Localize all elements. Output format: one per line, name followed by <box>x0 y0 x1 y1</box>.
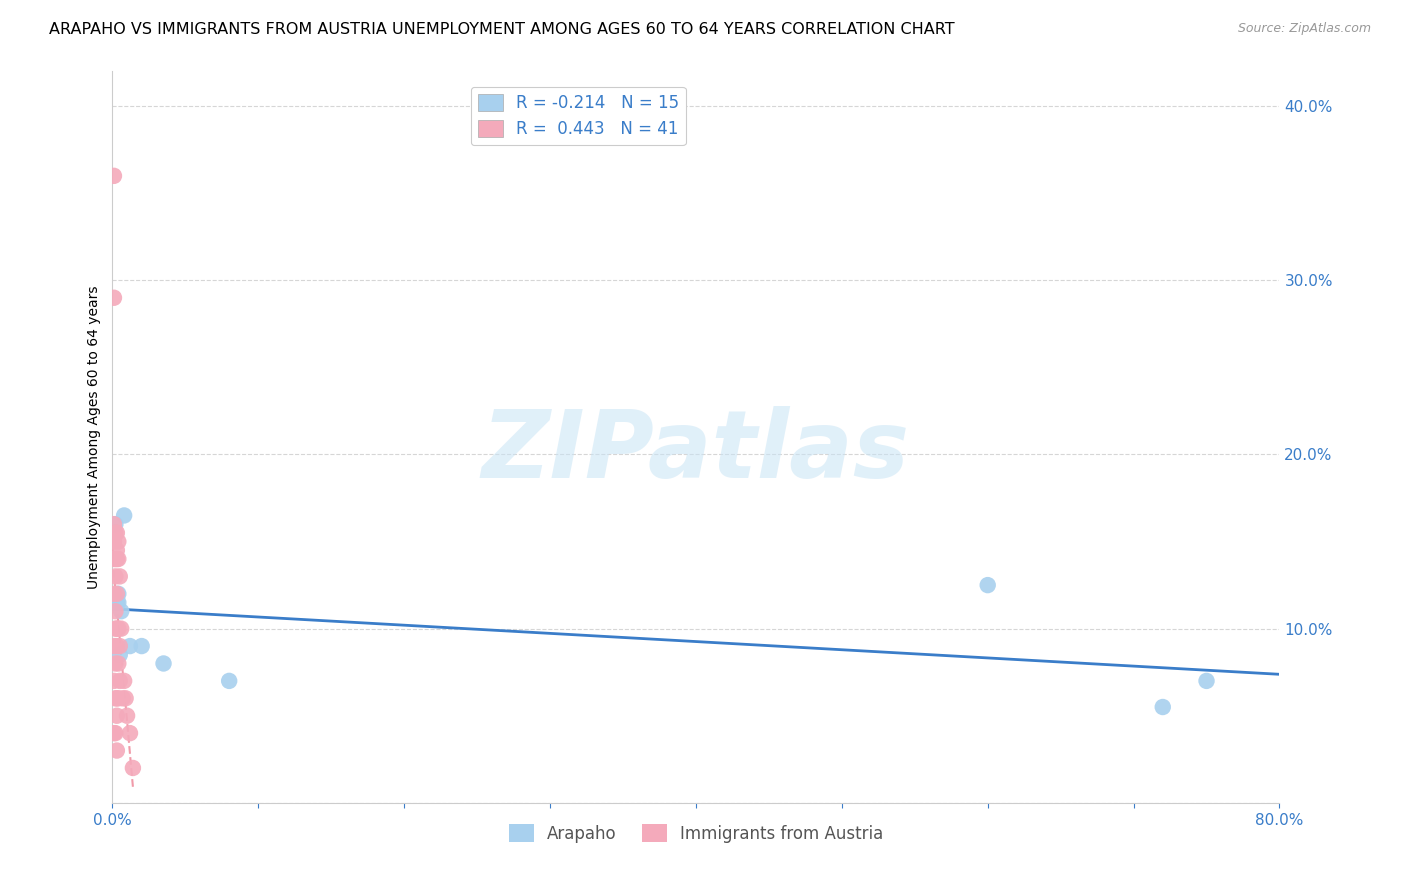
Point <box>118 639 141 653</box>
Point <box>108 673 131 688</box>
Point <box>104 569 127 583</box>
Point <box>105 743 128 757</box>
Point <box>105 525 128 540</box>
Point <box>103 552 125 566</box>
Point <box>107 587 129 601</box>
Point <box>107 691 129 706</box>
Point <box>111 691 134 706</box>
Point <box>118 726 141 740</box>
Point <box>115 708 138 723</box>
Text: ARAPAHO VS IMMIGRANTS FROM AUSTRIA UNEMPLOYMENT AMONG AGES 60 TO 64 YEARS CORREL: ARAPAHO VS IMMIGRANTS FROM AUSTRIA UNEMP… <box>49 22 955 37</box>
Point <box>103 587 125 601</box>
Point <box>105 552 128 566</box>
Point <box>103 291 125 305</box>
Point <box>152 657 174 671</box>
Point <box>107 552 129 566</box>
Point <box>107 595 129 609</box>
Text: ZIPatlas: ZIPatlas <box>482 406 910 498</box>
Point <box>105 691 128 706</box>
Point <box>103 517 125 532</box>
Point <box>104 604 127 618</box>
Point <box>108 569 131 583</box>
Legend: Arapaho, Immigrants from Austria: Arapaho, Immigrants from Austria <box>502 818 890 849</box>
Point <box>108 648 131 662</box>
Point <box>112 508 135 523</box>
Point <box>108 639 131 653</box>
Point <box>114 691 136 706</box>
Point <box>104 552 127 566</box>
Point <box>104 622 127 636</box>
Point <box>976 578 998 592</box>
Point <box>131 639 153 653</box>
Point <box>105 543 128 558</box>
Point <box>105 587 128 601</box>
Point <box>107 657 129 671</box>
Text: Source: ZipAtlas.com: Source: ZipAtlas.com <box>1237 22 1371 36</box>
Point <box>104 691 127 706</box>
Point <box>105 708 128 723</box>
Point <box>122 761 145 775</box>
Point <box>107 622 129 636</box>
Point <box>218 673 240 688</box>
Point <box>105 639 128 653</box>
Point <box>104 726 127 740</box>
Point <box>103 673 125 688</box>
Point <box>1152 700 1174 714</box>
Point <box>112 673 135 688</box>
Point <box>107 534 129 549</box>
Point <box>105 622 128 636</box>
Point <box>104 657 127 671</box>
Point <box>104 517 127 532</box>
Point <box>105 595 128 609</box>
Point <box>110 622 132 636</box>
Point <box>1195 673 1218 688</box>
Point <box>103 595 125 609</box>
Point <box>103 639 125 653</box>
Point <box>103 534 125 549</box>
Point <box>110 604 132 618</box>
Point <box>104 525 127 540</box>
Point <box>103 726 125 740</box>
Y-axis label: Unemployment Among Ages 60 to 64 years: Unemployment Among Ages 60 to 64 years <box>87 285 101 589</box>
Point <box>103 169 125 183</box>
